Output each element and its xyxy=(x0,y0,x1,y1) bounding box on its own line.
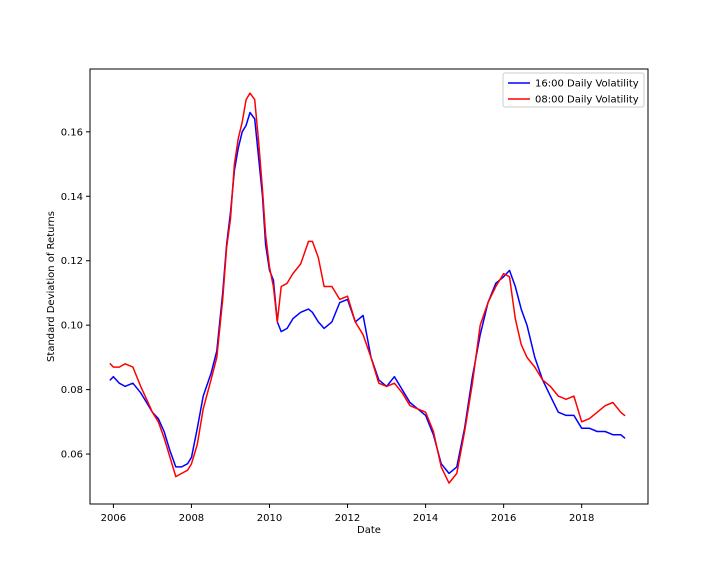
legend-label: 16:00 Daily Volatility xyxy=(535,79,639,90)
legend-box xyxy=(502,72,645,108)
x-axis-ticks: 2006 2008 2010 2012 2014 2016 2018 xyxy=(101,504,594,524)
y-tick-label: 0.10 xyxy=(61,321,83,332)
y-tick-label: 0.12 xyxy=(61,256,83,267)
x-tick-label: 2018 xyxy=(569,513,594,524)
x-tick-label: 2014 xyxy=(413,513,438,524)
x-tick-label: 2010 xyxy=(257,513,282,524)
series-line-1600 xyxy=(109,111,626,475)
y-axis-label: Standard Deviation of Returns xyxy=(46,211,57,362)
y-tick-label: 0.08 xyxy=(61,385,83,396)
series-layer xyxy=(109,92,626,484)
plot-frame xyxy=(89,68,649,505)
legend: 16:00 Daily Volatility 08:00 Daily Volati… xyxy=(502,72,645,108)
y-axis-ticks: 0.06 0.08 0.10 0.12 0.14 0.16 xyxy=(61,127,90,461)
x-tick-label: 2012 xyxy=(335,513,360,524)
x-tick-label: 2016 xyxy=(491,513,516,524)
x-tick-label: 2008 xyxy=(179,513,204,524)
legend-label: 08:00 Daily Volatility xyxy=(535,95,639,106)
series-line-0800 xyxy=(109,92,626,484)
y-tick-label: 0.06 xyxy=(61,450,83,461)
y-tick-label: 0.14 xyxy=(61,192,83,203)
y-tick-label: 0.16 xyxy=(61,127,83,138)
x-axis-label: Date xyxy=(357,525,381,536)
x-tick-label: 2006 xyxy=(101,513,126,524)
